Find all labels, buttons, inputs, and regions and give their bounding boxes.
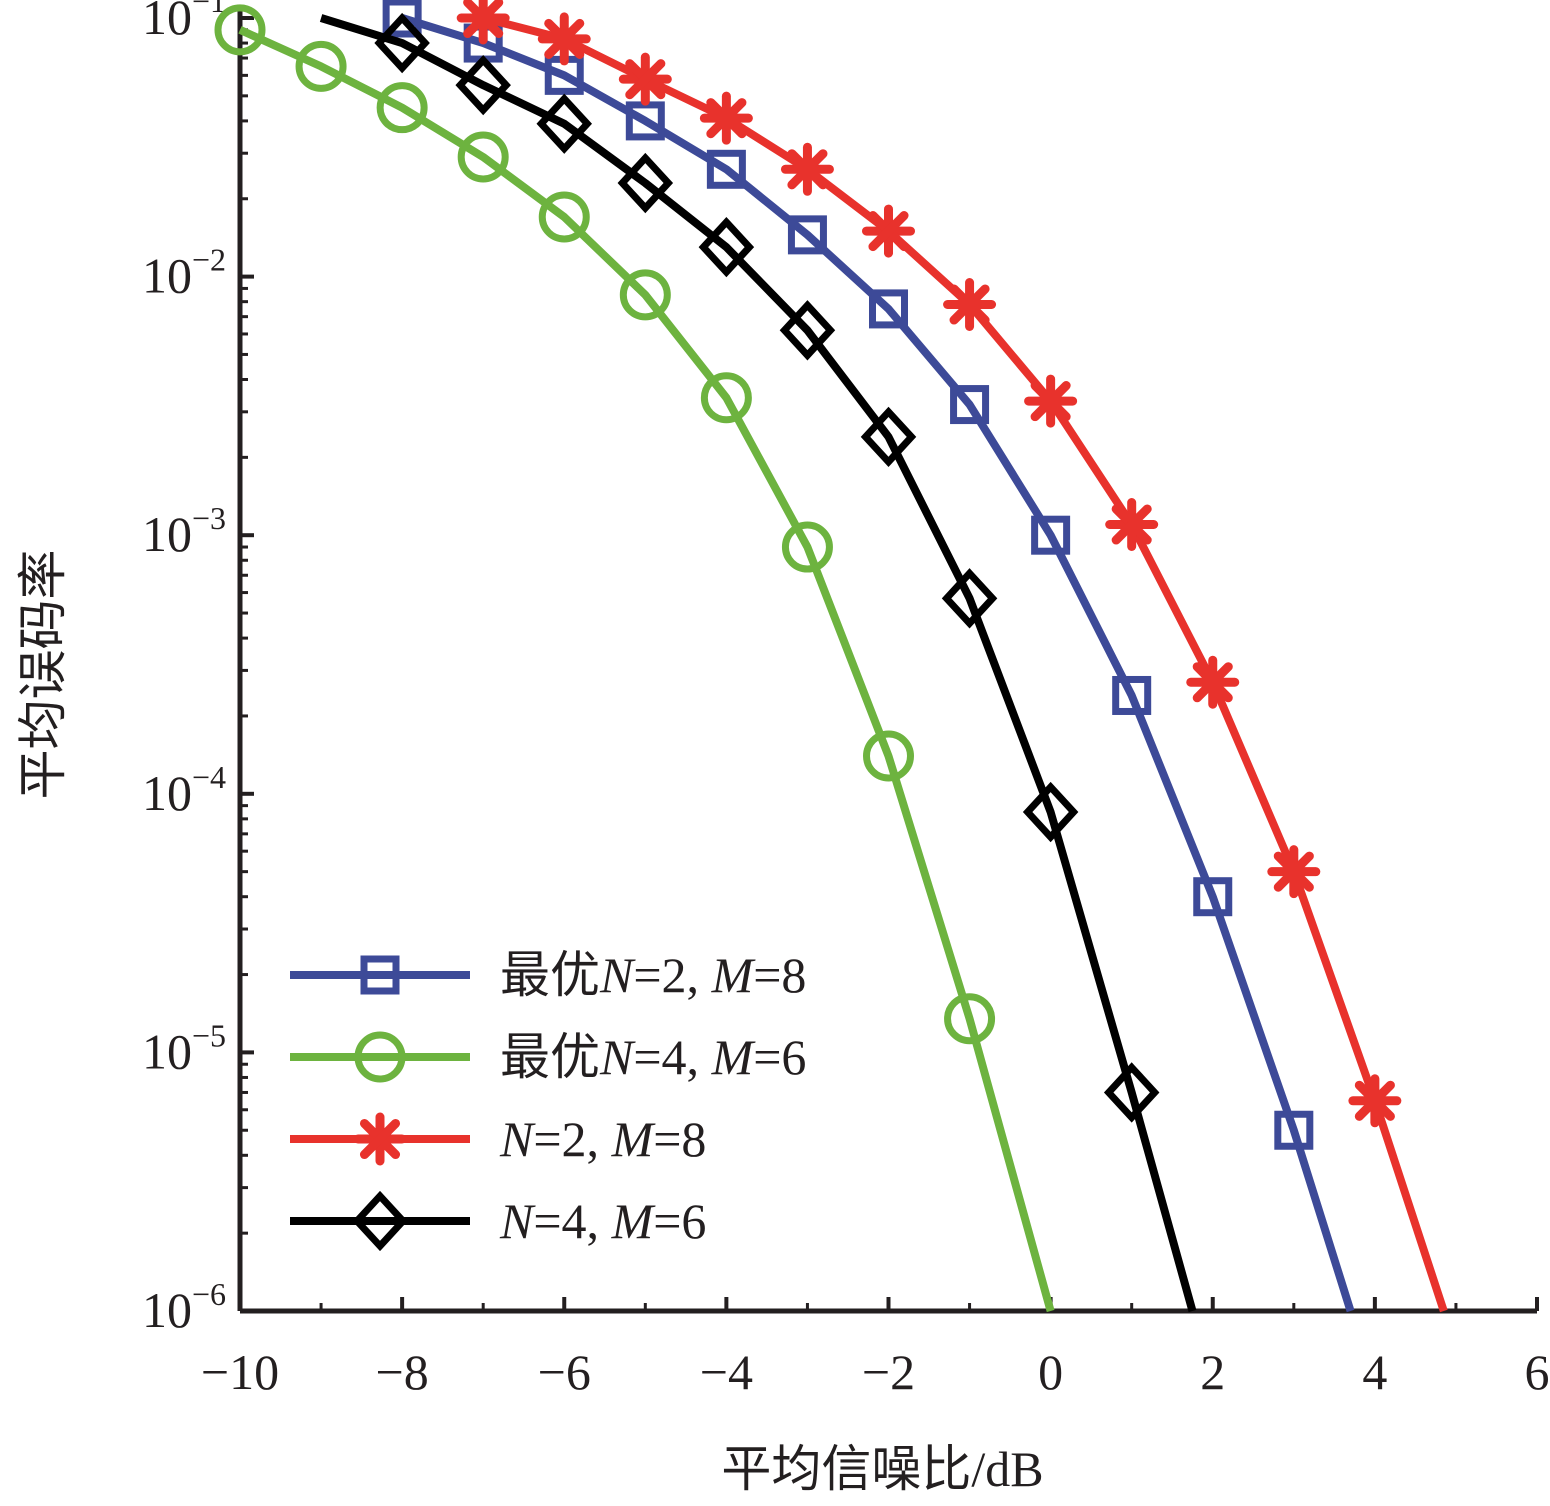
data-point — [619, 269, 671, 321]
data-point — [1105, 497, 1159, 551]
asterisk-stroke — [1111, 504, 1152, 545]
data-point — [382, 0, 422, 38]
y-axis-title: 平均误码率 — [15, 550, 71, 800]
asterisk-stroke — [625, 59, 666, 100]
data-point — [1031, 515, 1071, 555]
series-3 — [456, 0, 1448, 1313]
y-tick-label: 10−6 — [142, 1276, 226, 1338]
data-point — [1186, 655, 1240, 709]
data-point — [706, 149, 746, 189]
plot-area — [214, 0, 1448, 1313]
data-point — [787, 215, 827, 255]
data-point — [780, 142, 834, 196]
asterisk-stroke — [359, 1118, 401, 1160]
asterisk-stroke — [544, 18, 585, 59]
asterisk-stroke — [1273, 851, 1314, 892]
y-tick-label: 10−4 — [142, 759, 226, 821]
x-tick-label: 2 — [1200, 1344, 1225, 1400]
series-line — [319, 14, 1197, 1313]
data-point — [618, 52, 672, 106]
series-2 — [214, 4, 1055, 1313]
data-point — [1024, 374, 1078, 428]
data-point — [1274, 1110, 1314, 1150]
series-4 — [319, 12, 1197, 1313]
data-point — [1193, 877, 1233, 917]
data-point — [1348, 1074, 1402, 1128]
asterisk-stroke — [1192, 662, 1233, 703]
legend-label: N=2, M=8 — [499, 1111, 706, 1167]
x-tick-label: −6 — [538, 1344, 591, 1400]
data-point — [617, 152, 674, 214]
legend-marker — [360, 955, 400, 995]
data-point — [536, 93, 593, 154]
data-point — [869, 289, 908, 329]
data-point — [863, 730, 914, 782]
x-tick-label: −2 — [862, 1344, 915, 1400]
y-tick-label: 10−5 — [142, 1017, 226, 1079]
data-point — [950, 385, 990, 425]
legend-marker — [353, 1112, 407, 1166]
data-point — [1267, 845, 1321, 899]
legend-marker — [352, 1190, 408, 1252]
data-point — [698, 216, 755, 278]
data-point — [374, 12, 430, 74]
x-tick-label: 4 — [1362, 1344, 1387, 1400]
data-point — [1022, 781, 1079, 843]
asterisk-stroke — [868, 211, 909, 252]
x-tick-label: −4 — [700, 1344, 753, 1400]
x-tick-label: 6 — [1525, 1344, 1550, 1400]
x-tick-label: −10 — [201, 1344, 279, 1400]
data-point — [295, 40, 347, 92]
data-point — [699, 91, 753, 145]
data-point — [457, 131, 509, 183]
data-point — [537, 12, 591, 66]
legend-item: 最优N=2, M=8 — [290, 947, 806, 1003]
legend: 最优N=2, M=8 最优N=4, M=6 N=2, M=8 N=4, M=6 — [290, 947, 806, 1252]
legend-label: N=4, M=6 — [499, 1193, 706, 1249]
data-point — [779, 300, 836, 361]
axes: −10 −8 −6 −4 −2 0 2 4 6 10−1 10−2 10−3 10−4 10−5 10−6 平… — [15, 0, 1550, 1497]
data-point — [860, 406, 917, 468]
asterisk-stroke — [706, 98, 747, 139]
x-axis-title: 平均信噪比/dB — [721, 1441, 1043, 1497]
data-point — [1112, 675, 1152, 715]
data-point — [941, 568, 998, 629]
data-point — [862, 204, 915, 258]
legend-label: 最优N=4, M=6 — [500, 1029, 806, 1085]
x-tick-label: 0 — [1038, 1344, 1063, 1400]
y-tick-label: 10−3 — [142, 500, 226, 562]
legend-label: 最优N=2, M=8 — [500, 947, 806, 1003]
y-tick-label: 10−2 — [142, 242, 226, 304]
data-point — [214, 4, 266, 56]
legend-item: 最优N=4, M=6 — [290, 1029, 806, 1085]
x-tick-label: −8 — [376, 1344, 429, 1400]
data-point — [376, 82, 428, 134]
y-tick-label: 10−1 — [142, 0, 226, 45]
legend-item: N=4, M=6 — [290, 1190, 706, 1252]
asterisk-stroke — [949, 284, 990, 325]
asterisk-stroke — [463, 0, 504, 39]
data-point — [1103, 1062, 1160, 1123]
data-point — [456, 0, 510, 45]
series-line — [238, 26, 1055, 1313]
asterisk-stroke — [1354, 1080, 1395, 1121]
data-point — [538, 191, 590, 243]
legend-item: N=2, M=8 — [290, 1111, 706, 1167]
data-point — [700, 372, 752, 424]
data-point — [944, 993, 996, 1045]
data-point — [943, 278, 997, 332]
data-point — [455, 54, 511, 116]
data-point — [781, 521, 833, 573]
series-line — [400, 14, 1355, 1313]
asterisk-stroke — [1030, 381, 1071, 422]
legend-marker — [354, 1031, 406, 1083]
asterisk-stroke — [787, 149, 828, 190]
